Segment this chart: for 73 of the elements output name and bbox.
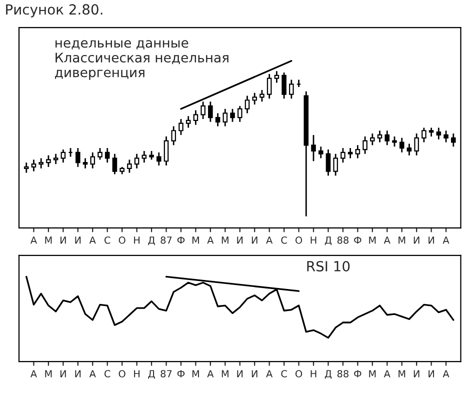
x-tick-label: А: [266, 236, 273, 244]
x-tick-label: С: [104, 236, 110, 244]
x-tick-label: А: [207, 236, 214, 244]
annotation: недельные данные Классическая недельная дивергенция: [55, 40, 228, 80]
x-tick-label: А: [266, 370, 273, 378]
x-tick-label: 87: [160, 236, 172, 244]
x-tick-label: Ф: [354, 370, 362, 378]
x-tick-label: М: [222, 236, 228, 244]
x-tick-label: И: [414, 370, 420, 378]
candlestick: [208, 100, 213, 123]
x-tick-label: А: [442, 370, 450, 378]
x-tick-label: Н: [310, 236, 316, 244]
x-tick-label: М: [192, 370, 199, 378]
x-tick-label: А: [384, 370, 390, 378]
chart-title: Рисунок 2.80.: [6, 4, 102, 18]
candlestick: [31, 158, 36, 172]
candlestick: [237, 105, 242, 123]
x-tick-label: О: [118, 236, 126, 244]
x-tick-label: Ф: [177, 370, 185, 378]
x-tick-label: О: [118, 370, 126, 378]
x-tick-label: С: [281, 370, 287, 378]
x-tick-label: А: [207, 370, 214, 378]
x-tick-label: М: [192, 236, 199, 244]
x-tick-label: Ф: [177, 236, 185, 244]
x-tick-label: М: [45, 370, 52, 378]
x-tick-label: 87: [160, 370, 172, 378]
x-tick-label: Д: [148, 370, 155, 379]
candlestick: [82, 158, 88, 170]
x-tick-label: И: [60, 236, 66, 244]
candlestick: [406, 143, 412, 156]
x-tick-label: И: [252, 370, 258, 378]
candlestick: [311, 134, 316, 162]
x-tick-label: С: [104, 370, 110, 378]
x-tick-label: И: [237, 236, 243, 244]
x-tick-label: 88: [337, 370, 348, 378]
x-tick-label: М: [45, 236, 52, 244]
x-tick-label: Д: [324, 370, 332, 379]
candlestick: [38, 158, 44, 170]
x-tick-label: И: [60, 370, 66, 378]
x-tick-label: О: [295, 236, 302, 244]
candlestick: [436, 127, 442, 140]
x-tick-label: И: [428, 236, 434, 244]
x-tick-label: Д: [148, 236, 155, 246]
text: RSI 10: [307, 261, 350, 272]
x-tick-label: И: [75, 370, 81, 378]
x-tick-label: О: [295, 370, 302, 378]
x-tick-label: М: [369, 370, 376, 378]
x-tick-label: С: [281, 236, 287, 244]
x-tick-label: И: [75, 236, 81, 244]
candlestick: [428, 127, 434, 138]
x-tick-label: А: [384, 236, 390, 244]
x-tick-label: Н: [310, 370, 316, 378]
x-tick-label: Ф: [354, 236, 362, 244]
x-tick-label: Д: [324, 236, 332, 246]
x-tick-label: И: [414, 236, 420, 244]
x-tick-label: 88: [337, 236, 348, 244]
x-tick-label: И: [428, 370, 434, 378]
x-tick-label: Н: [134, 236, 140, 244]
x-tick-label: М: [222, 370, 228, 378]
x-tick-label: А: [442, 236, 450, 244]
x-tick-label: И: [252, 236, 258, 244]
x-tick-label: А: [30, 370, 37, 378]
x-tick-label: И: [237, 370, 243, 378]
candlestick: [76, 147, 80, 168]
x-tick-label: Н: [134, 370, 140, 378]
candlestick: [414, 132, 419, 156]
x-tick-label: М: [398, 236, 406, 244]
candlestick: [215, 112, 220, 127]
x-tick-label: А: [89, 236, 96, 244]
x-tick-label: М: [398, 370, 406, 378]
x-tick-label: А: [30, 236, 37, 244]
x-tick-label: М: [369, 236, 376, 244]
x-tick-label: А: [89, 370, 96, 378]
